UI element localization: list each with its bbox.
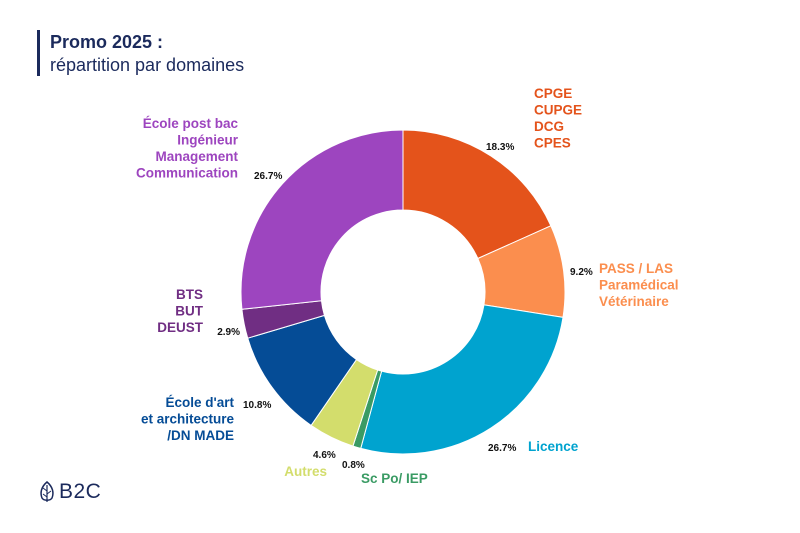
donut-slice [402, 129, 552, 260]
slice-value-label: 10.8% [243, 400, 271, 411]
slice-category-label: Licence [528, 439, 579, 454]
slice-value-label: 0.8% [342, 460, 365, 471]
slice-value-label: 2.9% [217, 327, 240, 338]
title-accent-bar [37, 30, 40, 76]
title-line-1: Promo 2025 : [50, 32, 164, 52]
logo-text: B2C [59, 480, 102, 503]
slice-category-label: BTS BUT DEUST [157, 287, 204, 335]
brand-logo: B2C [38, 480, 101, 504]
slice-category-label: PASS / LAS Paramédical Vétérinaire [599, 261, 679, 309]
slice-category-label: École post bac Ingénieur Management Communi… [136, 116, 239, 181]
slice-value-label: 9.2% [570, 267, 593, 278]
donut-slice [240, 129, 404, 310]
slice-value-label: 18.3% [486, 142, 514, 153]
slice-value-label: 26.7% [254, 171, 282, 182]
leaf-icon [40, 481, 54, 502]
slice-category-label: Autres [284, 464, 327, 479]
slice-category-label: Sc Po/ IEP [361, 471, 428, 486]
title-line-2: répartition par domaines [50, 55, 245, 75]
slice-category-label: École d'art et architecture/DN MADE [141, 395, 235, 443]
slice-value-label: 26.7% [488, 443, 516, 454]
title-block: Promo 2025 : répartition par domaines [50, 31, 244, 77]
slice-category-label: CPGE CUPGE DCG CPES [534, 86, 582, 151]
slice-value-label: 4.6% [313, 450, 336, 461]
donut-slice [360, 304, 564, 455]
